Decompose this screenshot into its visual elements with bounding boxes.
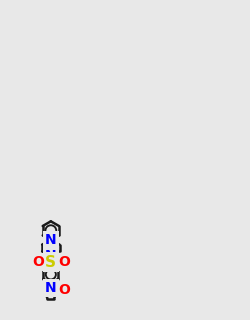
Text: O: O	[32, 255, 44, 269]
Text: O: O	[58, 283, 70, 297]
Text: N: N	[45, 249, 57, 263]
Text: N: N	[45, 281, 57, 295]
Text: O: O	[58, 255, 70, 269]
Text: S: S	[45, 254, 56, 269]
Text: N: N	[45, 233, 57, 247]
